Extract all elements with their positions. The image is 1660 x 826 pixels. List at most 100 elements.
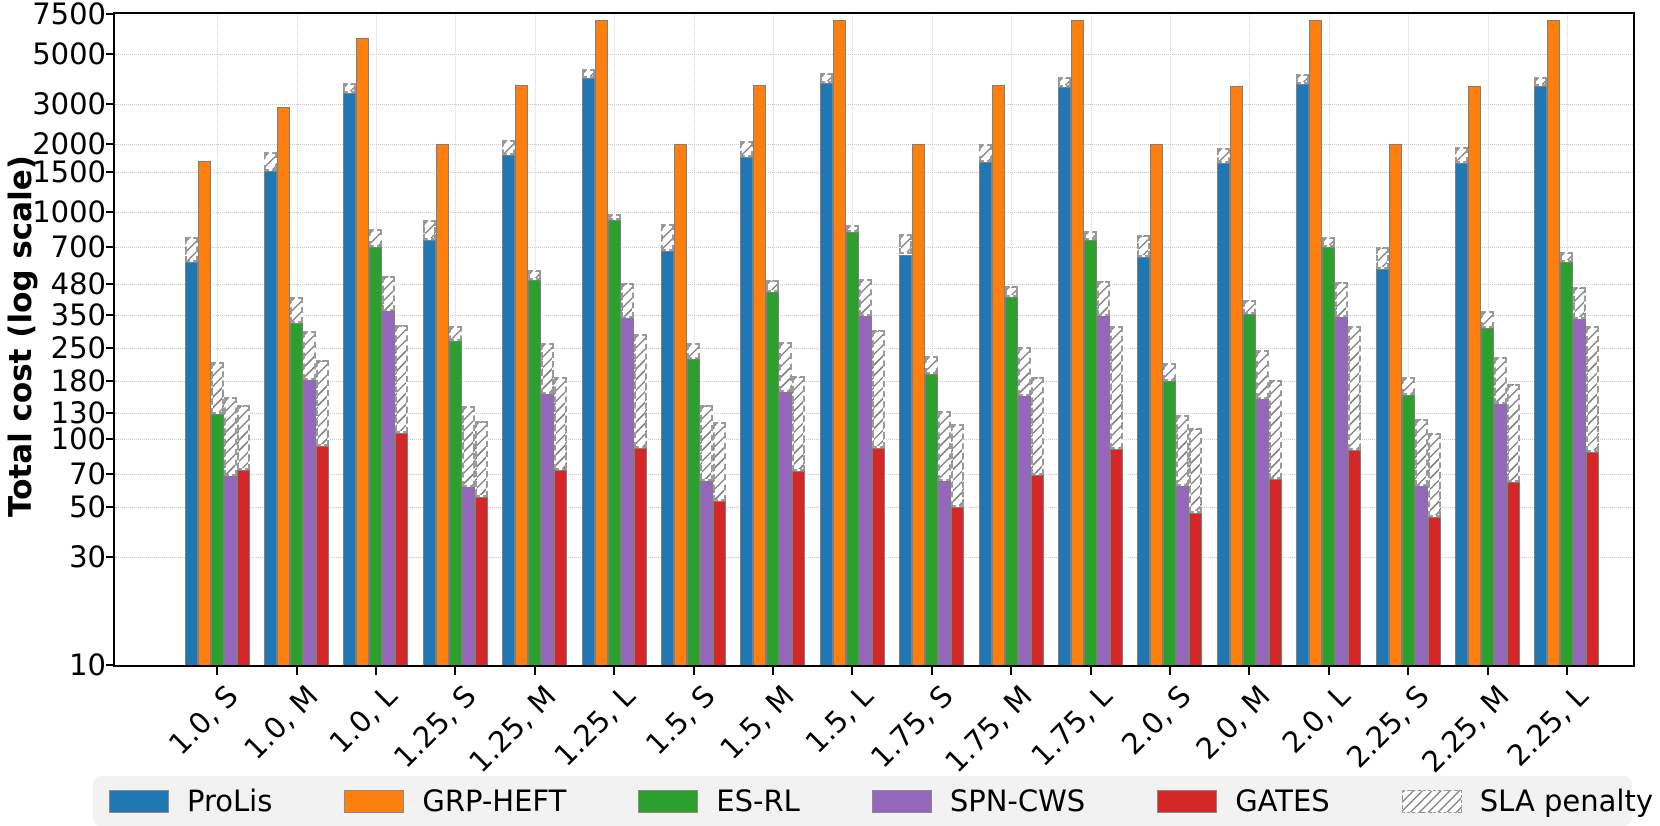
x-gridline bbox=[931, 14, 933, 665]
bar-es-rl-1-0-l bbox=[369, 246, 383, 665]
y-tick-label: 250 bbox=[50, 331, 106, 366]
x-tick bbox=[771, 667, 774, 675]
bar-prolis-2-0-s bbox=[1137, 256, 1151, 665]
y-gridline bbox=[115, 315, 1633, 317]
bar-grp-heft-1-25-l bbox=[594, 20, 608, 665]
bar-grp-heft-1-5-l bbox=[832, 20, 846, 665]
y-tick-label: 130 bbox=[50, 395, 106, 430]
bar-gates-1-75-l bbox=[1110, 448, 1123, 665]
bar-prolis-2-25-m bbox=[1455, 163, 1468, 665]
y-tick-label: 180 bbox=[50, 363, 106, 398]
sla-penalty-prolis-2-25-m bbox=[1455, 146, 1468, 164]
x-tick bbox=[295, 667, 298, 675]
y-tick-label: 700 bbox=[50, 230, 106, 265]
bar-spn-cws-2-25-l bbox=[1573, 319, 1587, 665]
sla-penalty-spn-cws-1-75-s bbox=[938, 411, 952, 481]
bar-grp-heft-2-0-m bbox=[1229, 85, 1243, 665]
bar-spn-cws-2-0-m bbox=[1255, 399, 1269, 665]
legend-item-prolis: ProLis bbox=[109, 784, 272, 818]
bar-es-rl-2-25-l bbox=[1560, 261, 1574, 665]
x-gridline bbox=[693, 14, 695, 665]
sla-penalty-prolis-2-0-l bbox=[1296, 74, 1310, 84]
bar-gates-1-0-m bbox=[316, 445, 329, 665]
bar-grp-heft-2-25-m bbox=[1468, 85, 1481, 665]
x-tick bbox=[533, 667, 536, 675]
sla-penalty-gates-1-75-l bbox=[1110, 326, 1123, 449]
sla-penalty-prolis-1-25-s bbox=[422, 220, 436, 241]
top-axis-spine bbox=[113, 12, 1633, 14]
y-tick bbox=[106, 314, 114, 317]
sla-penalty-es-rl-1-25-l bbox=[607, 214, 621, 221]
y-tick bbox=[106, 142, 114, 145]
bar-gates-1-25-s bbox=[474, 497, 488, 665]
bottom-axis-spine bbox=[113, 665, 1633, 667]
sla-penalty-es-rl-2-25-s bbox=[1401, 377, 1415, 395]
y-gridline bbox=[115, 172, 1633, 174]
y-tick bbox=[106, 664, 114, 666]
bar-prolis-1-25-s bbox=[422, 240, 436, 665]
bar-es-rl-1-5-m bbox=[766, 291, 780, 665]
bar-grp-heft-1-5-s bbox=[674, 143, 687, 665]
bar-es-rl-1-25-l bbox=[607, 220, 621, 665]
sla-penalty-es-rl-1-0-m bbox=[290, 297, 303, 323]
bar-es-rl-2-25-m bbox=[1481, 328, 1494, 665]
bar-es-rl-2-0-s bbox=[1163, 380, 1177, 665]
x-tick bbox=[1486, 667, 1489, 675]
sla-penalty-es-rl-1-75-m bbox=[1004, 285, 1018, 297]
legend-item-spn-cws: SPN-CWS bbox=[871, 784, 1086, 818]
right-axis-spine bbox=[1633, 12, 1635, 667]
sla-penalty-spn-cws-1-0-m bbox=[303, 330, 316, 381]
sla-penalty-es-rl-1-75-s bbox=[925, 355, 939, 374]
sla-penalty-spn-cws-2-25-m bbox=[1494, 356, 1507, 405]
sla-penalty-gates-2-0-m bbox=[1268, 379, 1282, 480]
legend-label-spn-cws: SPN-CWS bbox=[949, 784, 1086, 818]
sla-penalty-spn-cws-1-75-l bbox=[1097, 280, 1110, 317]
bar-es-rl-1-5-l bbox=[845, 232, 859, 665]
sla-penalty-prolis-1-0-m bbox=[264, 152, 277, 171]
bar-spn-cws-1-5-s bbox=[700, 480, 713, 665]
bar-gates-1-0-l bbox=[395, 432, 409, 665]
x-tick bbox=[454, 667, 457, 675]
bar-grp-heft-2-25-s bbox=[1388, 143, 1402, 665]
y-tick bbox=[106, 103, 114, 106]
bar-es-rl-1-25-m bbox=[528, 280, 542, 665]
bar-es-rl-1-0-s bbox=[210, 414, 224, 665]
bar-gates-1-5-l bbox=[871, 447, 885, 665]
bar-grp-heft-1-75-s bbox=[912, 143, 926, 665]
y-tick bbox=[106, 171, 114, 174]
x-tick bbox=[613, 667, 616, 675]
legend-item-gates: GATES bbox=[1157, 784, 1330, 818]
legend-item-sla-penalty: SLA penalty bbox=[1401, 784, 1653, 818]
bar-spn-cws-1-25-s bbox=[461, 487, 475, 665]
y-gridline bbox=[115, 104, 1633, 106]
sla-penalty-prolis-1-25-m bbox=[502, 139, 516, 156]
x-tick bbox=[1010, 667, 1013, 675]
x-tick bbox=[1327, 667, 1330, 675]
bar-spn-cws-1-75-s bbox=[938, 480, 952, 665]
legend-swatch-grp-heft bbox=[344, 789, 405, 813]
bar-prolis-1-0-l bbox=[343, 92, 357, 665]
sla-penalty-es-rl-1-0-l bbox=[369, 229, 383, 247]
bar-prolis-1-0-m bbox=[264, 170, 277, 665]
x-gridline bbox=[1169, 14, 1171, 665]
bar-gates-2-0-l bbox=[1348, 450, 1362, 665]
y-tick-label: 5000 bbox=[32, 36, 106, 71]
y-tick-label: 2000 bbox=[32, 126, 106, 161]
sla-penalty-prolis-2-25-s bbox=[1375, 246, 1389, 270]
y-tick-label: 100 bbox=[50, 421, 106, 456]
y-tick bbox=[106, 437, 114, 440]
legend-swatch-sla-penalty bbox=[1401, 789, 1462, 813]
sla-penalty-prolis-1-0-s bbox=[184, 237, 198, 263]
bar-gates-2-25-s bbox=[1427, 517, 1441, 665]
legend: ProLis GRP-HEFT ES-RL SPN-CWS GATES SLA penal… bbox=[93, 776, 1653, 826]
y-gridline bbox=[115, 212, 1633, 214]
bar-es-rl-2-0-m bbox=[1242, 314, 1256, 665]
y-tick-label: 3000 bbox=[32, 87, 106, 122]
sla-penalty-prolis-1-75-s bbox=[899, 234, 913, 255]
y-tick bbox=[106, 555, 114, 558]
bar-spn-cws-2-25-s bbox=[1414, 485, 1428, 665]
x-tick bbox=[1168, 667, 1171, 675]
y-tick bbox=[106, 13, 114, 15]
sla-penalty-spn-cws-2-0-m bbox=[1255, 349, 1269, 400]
bar-spn-cws-1-5-m bbox=[779, 391, 793, 665]
